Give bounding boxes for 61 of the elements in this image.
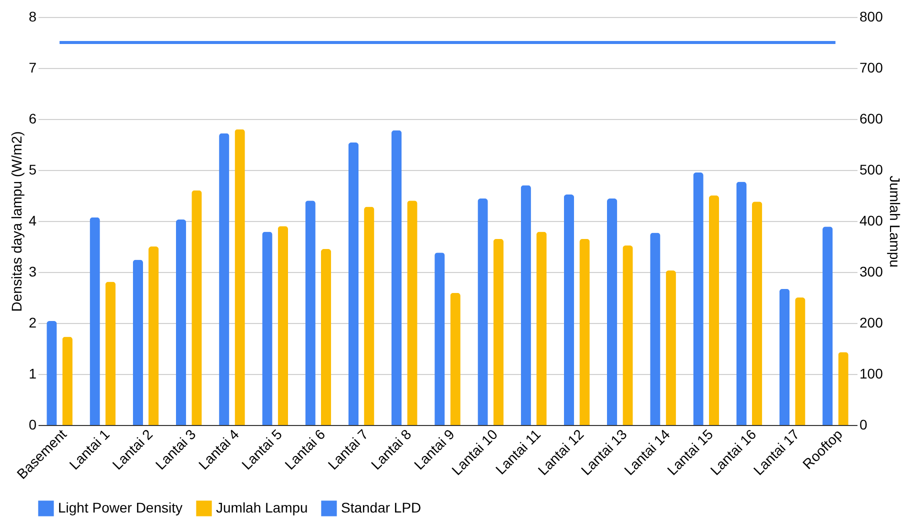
bar — [46, 320, 57, 425]
y-tick-label: 3 — [28, 264, 37, 280]
bar — [62, 336, 72, 425]
bar — [219, 133, 230, 425]
bar — [536, 232, 547, 425]
y-tick-label: 5 — [28, 162, 37, 178]
bar — [693, 172, 704, 425]
bar — [478, 198, 488, 425]
bar — [434, 252, 445, 425]
bar — [320, 249, 332, 425]
bar — [348, 142, 359, 425]
bar — [132, 260, 144, 425]
y-tick-label: 2 — [28, 314, 37, 330]
y2-tick-label: 200 — [860, 314, 884, 330]
y-tick-label: 0 — [28, 416, 37, 432]
y2-tick-label: 700 — [860, 60, 884, 76]
y2-tick-label: 100 — [860, 366, 884, 382]
y2-tick-label: 600 — [860, 110, 884, 126]
bar — [493, 238, 504, 425]
y-tick-label: 8 — [28, 8, 37, 24]
legend-label: Standar LPD — [341, 499, 422, 516]
bar — [795, 298, 806, 425]
y2-tick-label: 300 — [860, 264, 884, 280]
bar — [564, 194, 574, 425]
bar — [666, 270, 676, 425]
bar — [450, 292, 460, 425]
bar — [752, 202, 762, 425]
y-tick-label: 7 — [28, 60, 37, 76]
bar — [520, 185, 531, 425]
bar — [176, 219, 186, 425]
bar — [622, 245, 633, 425]
bar — [105, 282, 116, 425]
bar — [822, 226, 833, 425]
bar — [407, 200, 418, 425]
bar — [305, 200, 316, 425]
bar — [90, 217, 100, 425]
bar — [278, 226, 288, 425]
y2-tick-label: 800 — [860, 8, 884, 24]
y-tick-label: 4 — [28, 212, 37, 228]
bar — [192, 190, 202, 425]
bar — [580, 238, 590, 425]
y2-tick-label: 500 — [860, 162, 884, 178]
y-tick-label: 1 — [28, 366, 37, 382]
y2-axis-title: Jumlah Lampu — [886, 176, 903, 268]
y-tick-label: 6 — [28, 110, 37, 126]
bar — [736, 182, 746, 425]
bar — [779, 288, 790, 425]
bar — [838, 352, 848, 425]
bar — [391, 130, 402, 425]
bar — [262, 232, 272, 425]
bar — [606, 198, 618, 425]
y-axis-title: Densitas daya lampu (W/m2) — [8, 131, 25, 312]
bar — [650, 232, 660, 425]
y2-tick-label: 400 — [860, 212, 884, 228]
legend-label: Jumlah Lampu — [216, 499, 308, 516]
bar — [148, 246, 159, 425]
bar — [708, 196, 720, 425]
legend-label: Light Power Density — [58, 499, 183, 516]
y2-tick-label: 0 — [860, 416, 868, 432]
bar — [234, 129, 245, 425]
bar — [364, 206, 374, 425]
